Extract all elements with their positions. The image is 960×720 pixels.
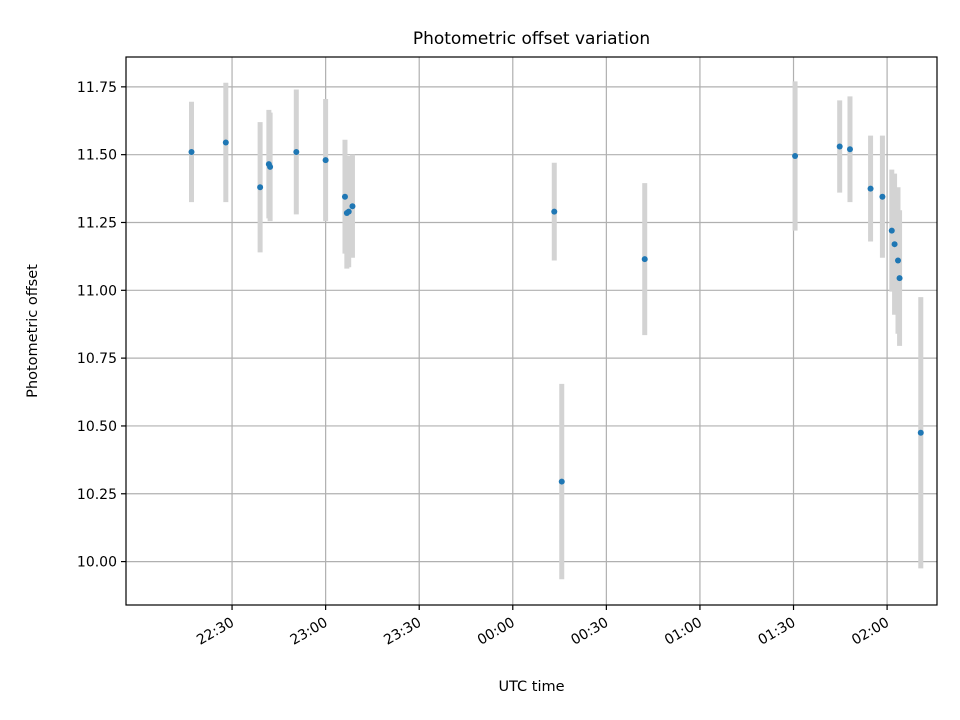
y-tick-label: 11.75 [77,80,117,96]
data-point [188,148,195,155]
y-tick-label: 11.00 [77,283,117,299]
y-tick-label: 10.75 [77,351,117,367]
plot-frame [125,56,938,606]
data-point [867,185,874,192]
data-point [558,478,565,485]
y-tick-label: 10.00 [77,555,117,571]
grid [126,57,937,605]
data-point [345,208,352,215]
data-point [293,148,300,155]
data-point [641,256,648,263]
y-tick-label: 10.50 [77,419,117,435]
data-point [267,163,274,170]
data-point [895,257,902,264]
data-point [891,241,898,248]
data-point [879,193,886,200]
data-point [222,139,229,146]
data-point [341,193,348,200]
x-axis-label: UTC time [498,679,564,695]
data-point [551,208,558,215]
data-point [349,203,356,210]
y-tick-label: 11.50 [77,148,117,164]
data-point [836,143,843,150]
data-point [896,275,903,282]
data-point [917,429,924,436]
data-point [792,153,799,160]
y-tick-label: 10.25 [77,487,117,503]
chart-title: Photometric offset variation [413,29,650,49]
y-tick-label: 11.25 [77,215,117,231]
data-point [257,184,264,191]
data-point [846,146,853,153]
data-points [188,139,924,485]
data-point [322,157,329,164]
y-axis-label: Photometric offset [25,264,41,398]
data-point [888,227,895,234]
